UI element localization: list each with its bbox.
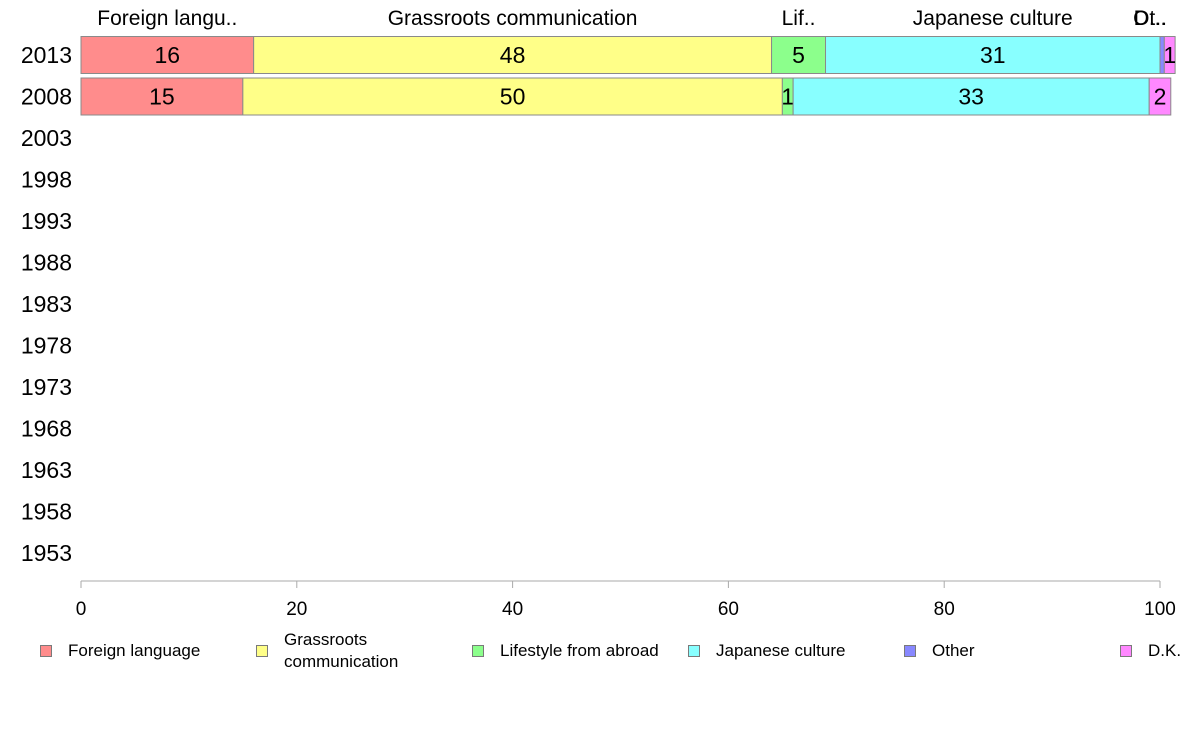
legend-label: Lifestyle from abroad xyxy=(500,628,659,662)
year-label: 2013 xyxy=(21,42,72,68)
legend-swatch xyxy=(472,645,484,657)
legend-label: Japanese culture xyxy=(716,628,845,662)
bar-segment xyxy=(80,36,255,74)
data-label: 1 xyxy=(781,84,794,110)
year-label: 2003 xyxy=(21,125,72,151)
data-label: 16 xyxy=(155,42,181,68)
year-label: 1953 xyxy=(21,540,72,566)
legend-item: Other xyxy=(904,628,975,662)
x-tick-label: 100 xyxy=(1144,599,1176,620)
year-label: 2008 xyxy=(21,84,72,110)
year-label: 1958 xyxy=(21,499,72,525)
data-label: 31 xyxy=(980,42,1006,68)
year-label: 1963 xyxy=(21,457,72,483)
data-label: 1 xyxy=(1163,42,1176,68)
x-tick-label: 80 xyxy=(934,599,955,620)
series-header: Lif.. xyxy=(782,7,816,30)
x-tick-label: 40 xyxy=(502,599,523,620)
legend-swatch xyxy=(688,645,700,657)
legend-swatch xyxy=(256,645,268,657)
legend-label: Foreign language xyxy=(68,628,200,662)
bar-segment xyxy=(80,77,244,116)
series-header: Grassroots communication xyxy=(388,7,638,30)
data-label: 50 xyxy=(500,84,526,110)
legend-label: D.K. xyxy=(1148,628,1181,662)
bar-segment xyxy=(1163,36,1176,74)
data-label: 48 xyxy=(500,42,526,68)
year-label: 1998 xyxy=(21,167,72,193)
legend: Foreign language Grassroots communication L… xyxy=(0,628,1188,688)
legend-item: Grassroots communication xyxy=(256,628,398,673)
x-tick-label: 0 xyxy=(76,599,87,620)
bar-segment xyxy=(242,77,783,116)
legend-label-line: Foreign language xyxy=(68,641,201,660)
year-label: 1988 xyxy=(21,250,72,276)
data-label: 33 xyxy=(958,84,984,110)
bar-segment xyxy=(771,36,827,74)
legend-label-line: communication xyxy=(284,652,399,671)
legend-label: Grassroots communication xyxy=(284,628,398,673)
year-label: 1993 xyxy=(21,208,72,234)
year-label: 1968 xyxy=(21,416,72,442)
legend-swatch xyxy=(904,645,916,657)
data-label: 15 xyxy=(149,84,175,110)
legend-swatch xyxy=(40,645,52,657)
series-header: Foreign langu.. xyxy=(97,7,237,30)
legend-item: Foreign language xyxy=(40,628,200,662)
legend-label-line: Other xyxy=(932,641,975,660)
legend-label: Other xyxy=(932,628,975,662)
x-tick-label: 60 xyxy=(718,599,739,620)
legend-label-line: Japanese culture xyxy=(716,641,846,660)
legend-label-line: Grassroots xyxy=(284,630,368,649)
series-header: Japanese culture xyxy=(913,7,1073,30)
bar-segment xyxy=(825,36,1161,74)
year-label: 1973 xyxy=(21,374,72,400)
bar-segment xyxy=(253,36,773,74)
series-header: Ot.. xyxy=(1133,7,1167,30)
bar-segment xyxy=(792,77,1150,116)
legend-item: D.K. xyxy=(1120,628,1181,662)
data-label: 5 xyxy=(792,42,805,68)
stacked-bar-chart: 2013 2008 2003 1998 1993 1988 1983 1978 1973 1968… xyxy=(21,7,1176,620)
series-header: D... xyxy=(1134,7,1167,30)
legend-item: Japanese culture xyxy=(688,628,845,662)
legend-item: Lifestyle from abroad xyxy=(472,628,659,662)
data-label: 2 xyxy=(1154,84,1167,110)
legend-label-line: D.K. xyxy=(1148,641,1182,660)
legend-swatch xyxy=(1120,645,1132,657)
x-tick-label: 20 xyxy=(286,599,307,620)
year-label: 1978 xyxy=(21,333,72,359)
bar-segment xyxy=(1148,77,1172,116)
year-label: 1983 xyxy=(21,291,72,317)
legend-label-line: Lifestyle from abroad xyxy=(500,641,659,660)
